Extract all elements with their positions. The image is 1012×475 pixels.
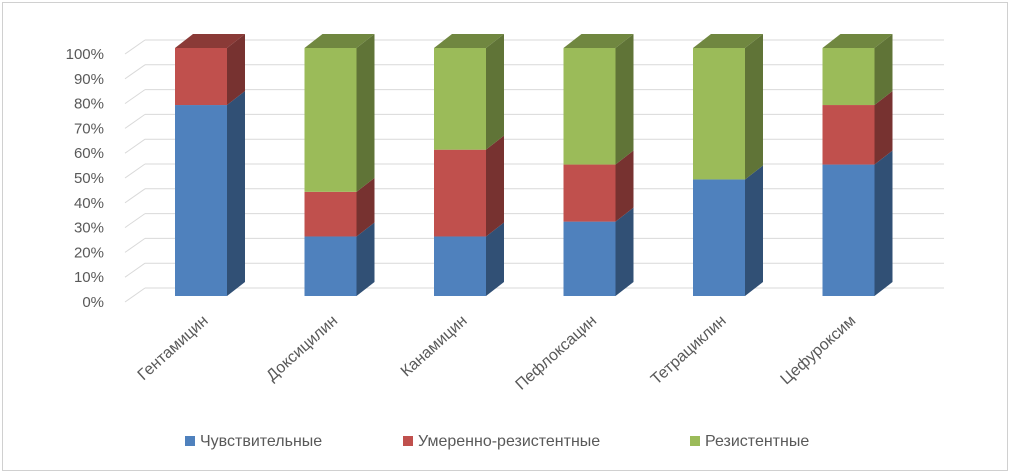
bar-segment-front — [822, 164, 875, 296]
bar-segment-top — [434, 34, 504, 48]
bar-segment-front — [304, 191, 357, 237]
bar-segment-side — [615, 207, 634, 296]
y-tick-label: 70% — [74, 120, 104, 137]
bar-segment-front — [434, 48, 486, 150]
gridline-depth — [124, 89, 146, 105]
gridline-depth — [124, 64, 146, 80]
legend-label: Чувствительные — [200, 433, 322, 450]
y-tick-label: 90% — [74, 71, 104, 88]
gridline-depth — [124, 237, 146, 253]
bar-segment-front — [822, 105, 875, 165]
bar-segment-front — [693, 48, 745, 180]
bar-segment-side — [615, 34, 634, 165]
y-axis-ticks: 0% 10% 20% 30% 40% 50% 60% 70% 80% 90% 100% — [66, 46, 104, 311]
bar-segment-side — [356, 34, 375, 192]
bar-stack — [822, 34, 893, 296]
gridline-depth — [124, 287, 146, 303]
gridline-depth — [124, 188, 146, 204]
bar-segment-side — [486, 34, 504, 150]
bar-segment-front — [434, 236, 486, 296]
bar-segment-side — [874, 91, 893, 165]
bar-segment-front — [304, 236, 357, 296]
bar-segment-side — [745, 34, 763, 180]
legend-item: Умеренно-резистентные — [403, 433, 600, 450]
category-label: Тетрациклин — [648, 312, 730, 388]
bar-segment-side — [745, 165, 763, 296]
bar-segment-front — [693, 179, 745, 296]
category-label: Гентамицин — [135, 312, 212, 384]
bar-stack — [563, 34, 634, 296]
bar-segment-top — [822, 34, 893, 48]
bar-segment-top — [693, 34, 763, 48]
y-tick-label: 100% — [66, 46, 104, 63]
bar-segment-front — [434, 149, 486, 237]
bar-segment-top — [175, 34, 245, 48]
bar-segment-side — [227, 34, 245, 106]
bar-segment-front — [304, 48, 357, 192]
bar-segment-side — [486, 222, 504, 296]
bar-stack — [304, 34, 375, 296]
legend-swatch — [185, 436, 195, 446]
category-label: Пефлоксацин — [513, 312, 601, 393]
legend-item: Чувствительные — [185, 433, 322, 450]
y-tick-label: 50% — [74, 170, 104, 187]
bar-segment-top — [563, 34, 634, 48]
bar-segment-top — [304, 34, 375, 48]
gridline-depth — [124, 163, 146, 179]
bar-stack — [175, 34, 245, 296]
legend-label: Умеренно-резистентные — [418, 433, 600, 450]
y-tick-label: 10% — [74, 269, 104, 286]
category-label: Доксицилин — [263, 312, 341, 384]
y-tick-label: 80% — [74, 96, 104, 113]
bar-segment-side — [874, 150, 893, 296]
bar-segment-front — [563, 221, 616, 296]
gridline-depth — [124, 262, 146, 278]
gridline-depth — [124, 39, 146, 55]
y-tick-label: 30% — [74, 220, 104, 237]
bar-segment-side — [615, 150, 634, 222]
y-tick-label: 40% — [74, 195, 104, 212]
category-label: Канамицин — [398, 312, 471, 380]
bar-segment-front — [563, 164, 616, 222]
bar-segment-side — [356, 177, 375, 237]
bar-segment-front — [563, 48, 616, 165]
bar-stack — [693, 34, 763, 296]
y-tick-label: 60% — [74, 145, 104, 162]
bar-segment-side — [356, 222, 375, 296]
bar-segment-side — [227, 91, 245, 296]
bar-segment-side — [486, 135, 504, 237]
bar-segment-front — [822, 48, 875, 106]
bar-stack — [434, 34, 504, 296]
gridlines — [124, 39, 944, 303]
gridline-depth — [124, 213, 146, 229]
gridline-depth — [124, 113, 146, 129]
y-tick-label: 20% — [74, 244, 104, 261]
category-label: Цефуроксим — [778, 312, 860, 388]
x-axis-categories: Гентамицин Доксицилин Канамицин Пефлоксацин… — [135, 312, 859, 393]
bar-segment-front — [175, 105, 227, 296]
y-tick-label: 0% — [82, 294, 104, 311]
bars — [175, 34, 893, 296]
legend-label: Резистентные — [705, 433, 809, 450]
bar-segment-side — [874, 34, 893, 106]
legend-item: Резистентные — [690, 433, 809, 450]
bar-segment-front — [175, 48, 227, 106]
gridline-depth — [124, 138, 146, 154]
legend-swatch — [403, 436, 413, 446]
legend: Чувствительные Умеренно-резистентные Резис… — [185, 433, 809, 450]
legend-swatch — [690, 436, 700, 446]
